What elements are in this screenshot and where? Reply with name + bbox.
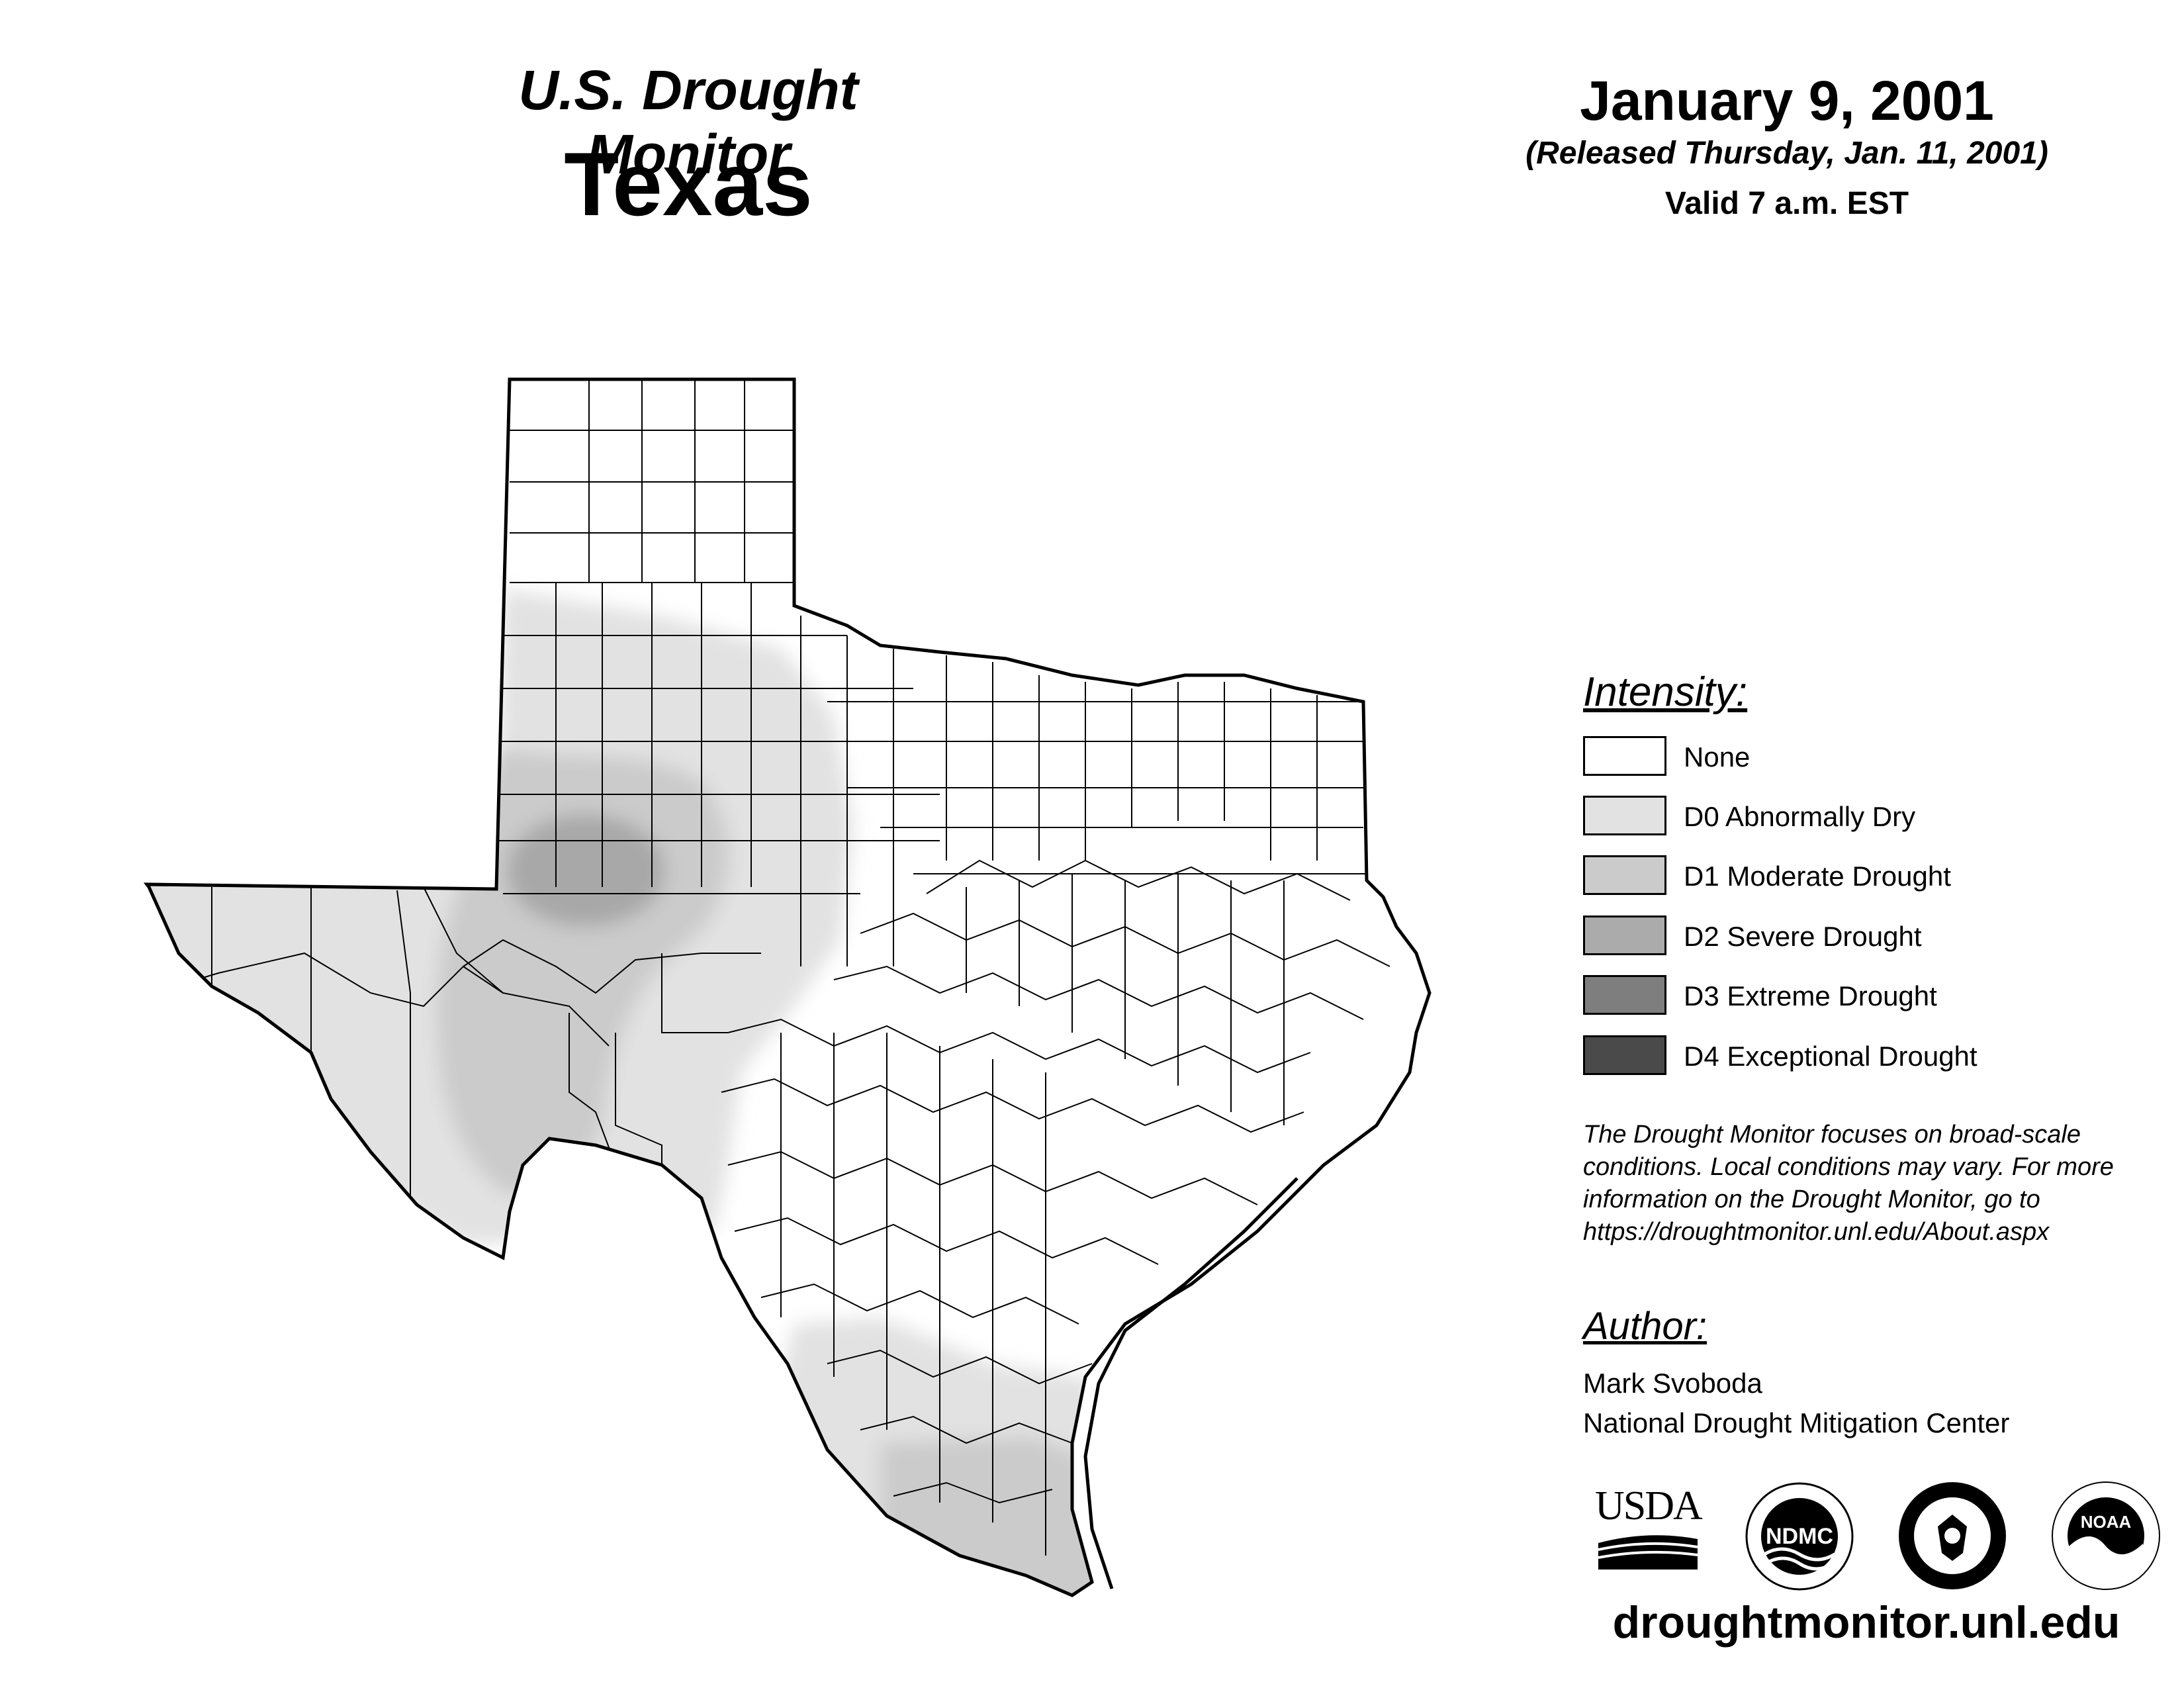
- note-line: information on the Drought Monitor, go t…: [1583, 1186, 2040, 1213]
- legend-heading: Intensity:: [1583, 669, 1748, 715]
- map-title: U.S. Drought Monitor: [518, 59, 858, 185]
- ndmc-logo: NDMC: [1745, 1482, 1854, 1591]
- usda-logo: USDA: [1595, 1483, 1703, 1575]
- d2-panhandle-region: [506, 814, 665, 927]
- usda-logo-text: USDA: [1595, 1483, 1703, 1528]
- valid-time: Valid 7 a.m. EST: [1664, 186, 1909, 221]
- usda-hills-icon: [1598, 1535, 1698, 1570]
- doc-seal: [1899, 1482, 2006, 1589]
- legend-item-none: None: [1583, 736, 2113, 778]
- note-url[interactable]: https://droughtmonitor.unl.edu/About.asp…: [1583, 1218, 2050, 1246]
- legend-swatch: [1583, 915, 1666, 955]
- texas-outline: [143, 377, 1432, 1597]
- legend-label: D1 Moderate Drought: [1684, 861, 1951, 892]
- ndmc-logo-text: NDMC: [1766, 1524, 1833, 1549]
- legend-swatch: [1583, 975, 1666, 1015]
- legend-label: None: [1684, 741, 1751, 773]
- release-date: (Released Thursday, Jan. 11, 2001): [1525, 136, 2048, 171]
- legend-swatch: [1583, 736, 1666, 776]
- drought-monitor-note: The Drought Monitor focuses on broad-sca…: [1583, 1119, 2165, 1248]
- legend-item-d1: D1 Moderate Drought: [1583, 855, 2113, 898]
- author-heading: Author:: [1583, 1305, 1707, 1348]
- barrier-islands: [1083, 1177, 1298, 1589]
- state-name: Texas: [564, 134, 813, 234]
- note-line: The Drought Monitor focuses on broad-sca…: [1583, 1121, 2081, 1149]
- map-date: January 9, 2001: [1580, 70, 1994, 132]
- legend-label: D2 Severe Drought: [1684, 921, 1922, 952]
- legend-label: D4 Exceptional Drought: [1684, 1041, 1978, 1072]
- legend-label: D3 Extreme Drought: [1684, 980, 1937, 1011]
- legend-item-d2: D2 Severe Drought: [1583, 915, 2113, 958]
- author-organization: National Drought Mitigation Center: [1583, 1407, 2010, 1438]
- legend-item-d4: D4 Exceptional Drought: [1583, 1035, 2113, 1078]
- legend-swatch: [1583, 796, 1666, 835]
- website-link[interactable]: droughtmonitor.unl.edu: [1612, 1597, 2120, 1648]
- legend-label: D0 Abnormally Dry: [1684, 801, 1916, 832]
- legend-swatch: [1583, 1035, 1666, 1075]
- legend-item-d3: D3 Extreme Drought: [1583, 975, 2113, 1017]
- legend-item-d0: D0 Abnormally Dry: [1583, 796, 2113, 838]
- county-lines: [152, 379, 1390, 1556]
- note-line: conditions. Local conditions may vary. F…: [1583, 1153, 2114, 1181]
- author-name: Mark Svoboda: [1583, 1368, 1762, 1399]
- legend-swatch: [1583, 855, 1666, 895]
- noaa-logo: NOAA: [2052, 1481, 2160, 1590]
- noaa-logo-text: NOAA: [2081, 1512, 2132, 1532]
